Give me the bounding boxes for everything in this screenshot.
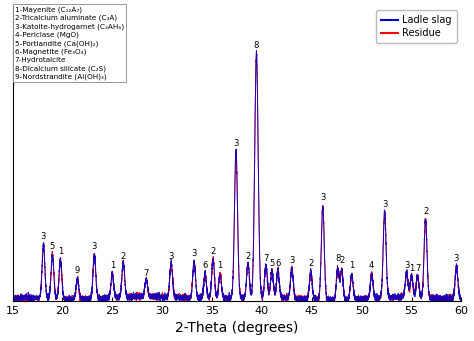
Text: 5: 5 <box>269 259 274 268</box>
Text: 5: 5 <box>50 242 55 251</box>
Text: 1: 1 <box>218 261 223 270</box>
Text: 3: 3 <box>91 242 97 251</box>
Text: 3: 3 <box>191 249 197 258</box>
Text: 2: 2 <box>210 247 216 256</box>
Text: 8: 8 <box>254 41 259 50</box>
Text: 3: 3 <box>320 193 326 202</box>
Text: 1: 1 <box>409 264 414 273</box>
Text: 3: 3 <box>233 139 239 148</box>
Text: 2: 2 <box>246 252 251 261</box>
Text: 8: 8 <box>335 254 340 263</box>
X-axis label: 2-Theta (degrees): 2-Theta (degrees) <box>175 322 299 336</box>
Text: 7: 7 <box>415 264 420 273</box>
Text: 3: 3 <box>404 261 409 270</box>
Text: 3: 3 <box>289 256 294 265</box>
Text: 1: 1 <box>349 261 355 270</box>
Text: 2: 2 <box>308 259 313 268</box>
Text: 2: 2 <box>423 207 428 217</box>
Text: 3: 3 <box>41 232 46 241</box>
Text: 7: 7 <box>144 269 149 278</box>
Text: 3: 3 <box>168 252 174 261</box>
Text: 6: 6 <box>202 261 208 270</box>
Text: 6: 6 <box>275 259 281 268</box>
Text: 4: 4 <box>369 261 374 270</box>
Text: 9: 9 <box>75 266 80 275</box>
Text: 1-Mayenite (C₁₂A₇)
2-Tricalcium aluminate (C₃A)
3-Katoite-hydrogarnet (C₃AH₆)
4-: 1-Mayenite (C₁₂A₇) 2-Tricalcium aluminat… <box>15 6 124 80</box>
Text: 2: 2 <box>121 252 126 261</box>
Text: 7: 7 <box>263 254 269 263</box>
Legend: Ladle slag, Residue: Ladle slag, Residue <box>376 11 456 43</box>
Text: 3: 3 <box>382 200 387 209</box>
Text: 3: 3 <box>454 254 459 263</box>
Text: 2: 2 <box>339 256 345 265</box>
Text: 1: 1 <box>58 247 63 256</box>
Text: 1: 1 <box>109 261 115 270</box>
